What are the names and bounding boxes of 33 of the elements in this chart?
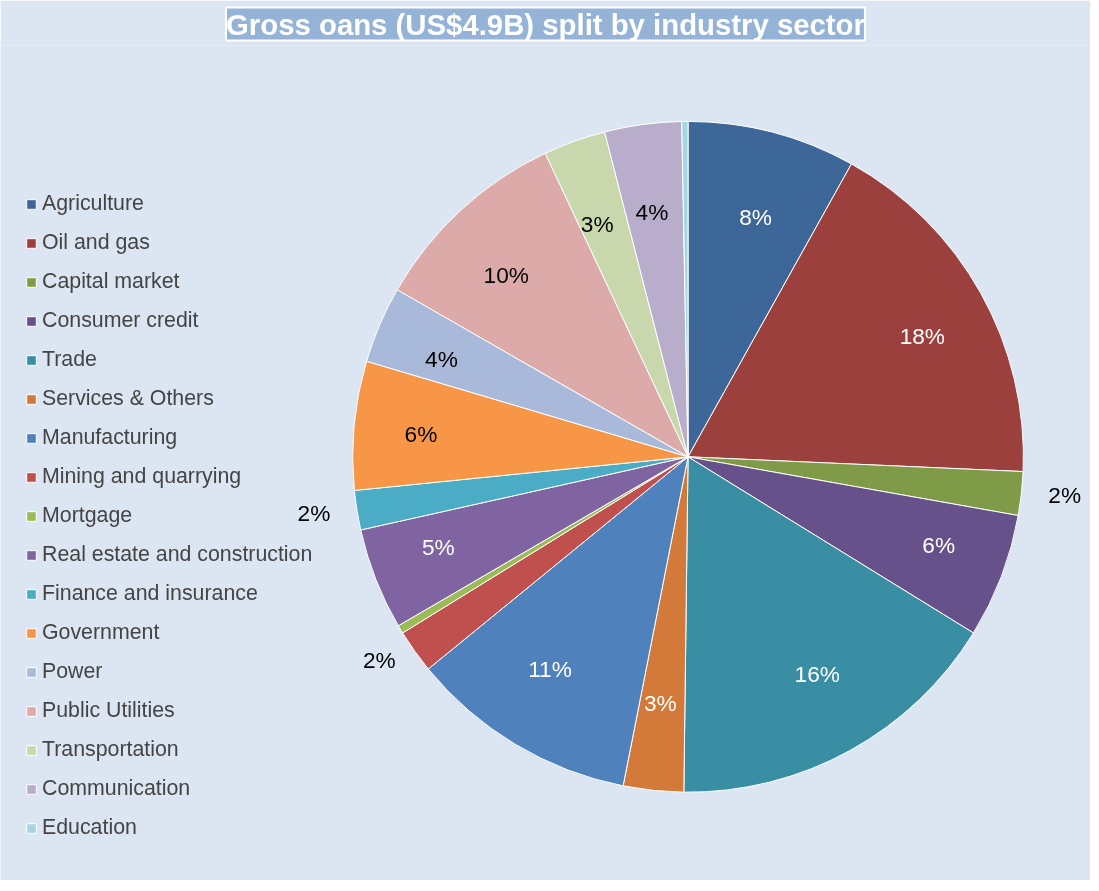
legend-label: Real estate and construction [42, 542, 313, 567]
data-label: 10% [483, 261, 529, 288]
data-label: 2% [1048, 482, 1082, 509]
legend-label: Capital market [42, 269, 180, 294]
legend-label: Government [42, 620, 160, 645]
data-label: 3% [580, 211, 614, 238]
legend-label: Consumer credit [42, 308, 199, 333]
data-label: 5% [421, 534, 455, 561]
data-label: 4% [425, 346, 458, 373]
data-label: 11% [528, 655, 572, 682]
data-label: 4% [635, 198, 669, 225]
legend-label: Manufacturing [42, 425, 178, 450]
data-label: 6% [404, 420, 438, 447]
chart-title: Gross oans (US$4.9B) split by industry sector [226, 7, 865, 41]
data-label: 2% [362, 646, 396, 673]
data-label: 6% [922, 531, 956, 558]
data-label: 16% [794, 660, 840, 687]
legend-label: Power [42, 659, 103, 684]
legend-label: Services & Others [42, 386, 214, 411]
legend-label: Mining and quarrying [42, 464, 242, 489]
legend-label: Oil and gas [42, 230, 150, 255]
legend-label: Transportation [42, 737, 179, 762]
legend-label: Education [42, 815, 137, 840]
legend-label: Communication [42, 776, 191, 801]
data-label: 8% [739, 204, 772, 231]
legend-label: Trade [42, 347, 97, 372]
data-label: 2% [297, 499, 331, 526]
data-label: 3% [643, 689, 677, 716]
legend-label: Finance and insurance [42, 581, 258, 606]
legend-label: Agriculture [42, 191, 144, 216]
data-label: 18% [899, 323, 946, 350]
legend-label: Mortgage [42, 503, 133, 528]
legend-label: Public Utilities [42, 698, 175, 723]
